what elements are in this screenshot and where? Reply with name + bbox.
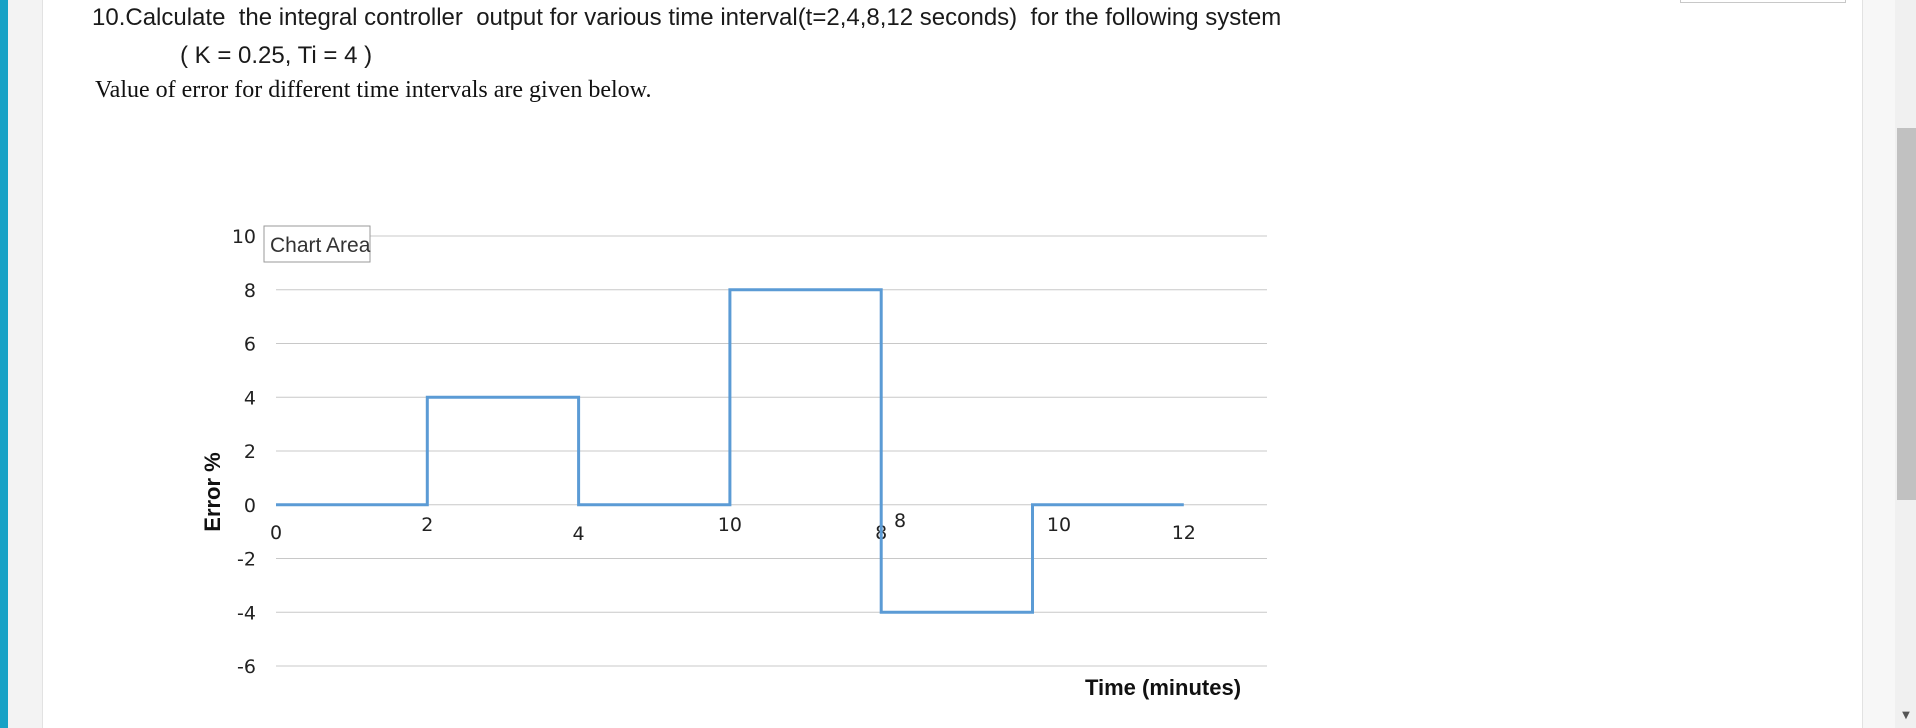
x-axis-title: Time (minutes) xyxy=(1085,675,1241,700)
y-tick-label: -4 xyxy=(237,602,256,624)
y-axis-title: Error % xyxy=(200,452,225,531)
x-tick-label: 4 xyxy=(573,523,585,545)
question-title: 10.Calculate the integral controller out… xyxy=(92,4,1282,31)
x-tick-label: 12 xyxy=(1172,522,1196,544)
error-chart: 10 8 6 4 2 0 -2 -4 -6 0 2 4 10 8 8 10 12 Error % Time (… xyxy=(200,225,1267,700)
y-tick-label: 2 xyxy=(244,441,256,463)
y-tick-label: 0 xyxy=(244,495,256,517)
error-note: Value of error for different time interv… xyxy=(95,77,652,103)
x-tick-label: 2 xyxy=(421,514,433,536)
y-tick-labels: 10 8 6 4 2 0 -2 -4 -6 xyxy=(232,226,256,678)
y-tick-label: 4 xyxy=(244,387,256,409)
x-tick-label: 8 xyxy=(894,510,906,532)
y-tick-label: -2 xyxy=(237,549,256,571)
error-series-line xyxy=(276,288,1184,614)
gridlines xyxy=(276,235,1267,667)
x-tick-label: 10 xyxy=(718,514,742,536)
top-right-input-box[interactable] xyxy=(1680,0,1846,3)
x-tick-label: 10 xyxy=(1047,514,1071,536)
chart-area-tooltip: Chart Area xyxy=(263,225,371,263)
y-tick-label: -6 xyxy=(237,656,256,678)
left-accent-bar xyxy=(0,0,8,728)
question-parameters: ( K = 0.25, Ti = 4 ) xyxy=(180,42,373,69)
y-tick-label: 6 xyxy=(244,334,256,356)
left-gutter xyxy=(8,0,43,728)
scrollbar-thumb[interactable] xyxy=(1897,128,1916,500)
question-content xyxy=(43,0,1862,728)
y-tick-label: 10 xyxy=(232,226,256,248)
x-tick-label: 0 xyxy=(270,522,282,544)
y-tick-label: 8 xyxy=(244,280,256,302)
x-tick-labels: 0 2 4 10 88 10 12 xyxy=(270,510,1196,545)
tooltip-label: Chart Area xyxy=(270,234,371,257)
scroll-down-arrow-icon[interactable]: ▼ xyxy=(1902,710,1910,721)
